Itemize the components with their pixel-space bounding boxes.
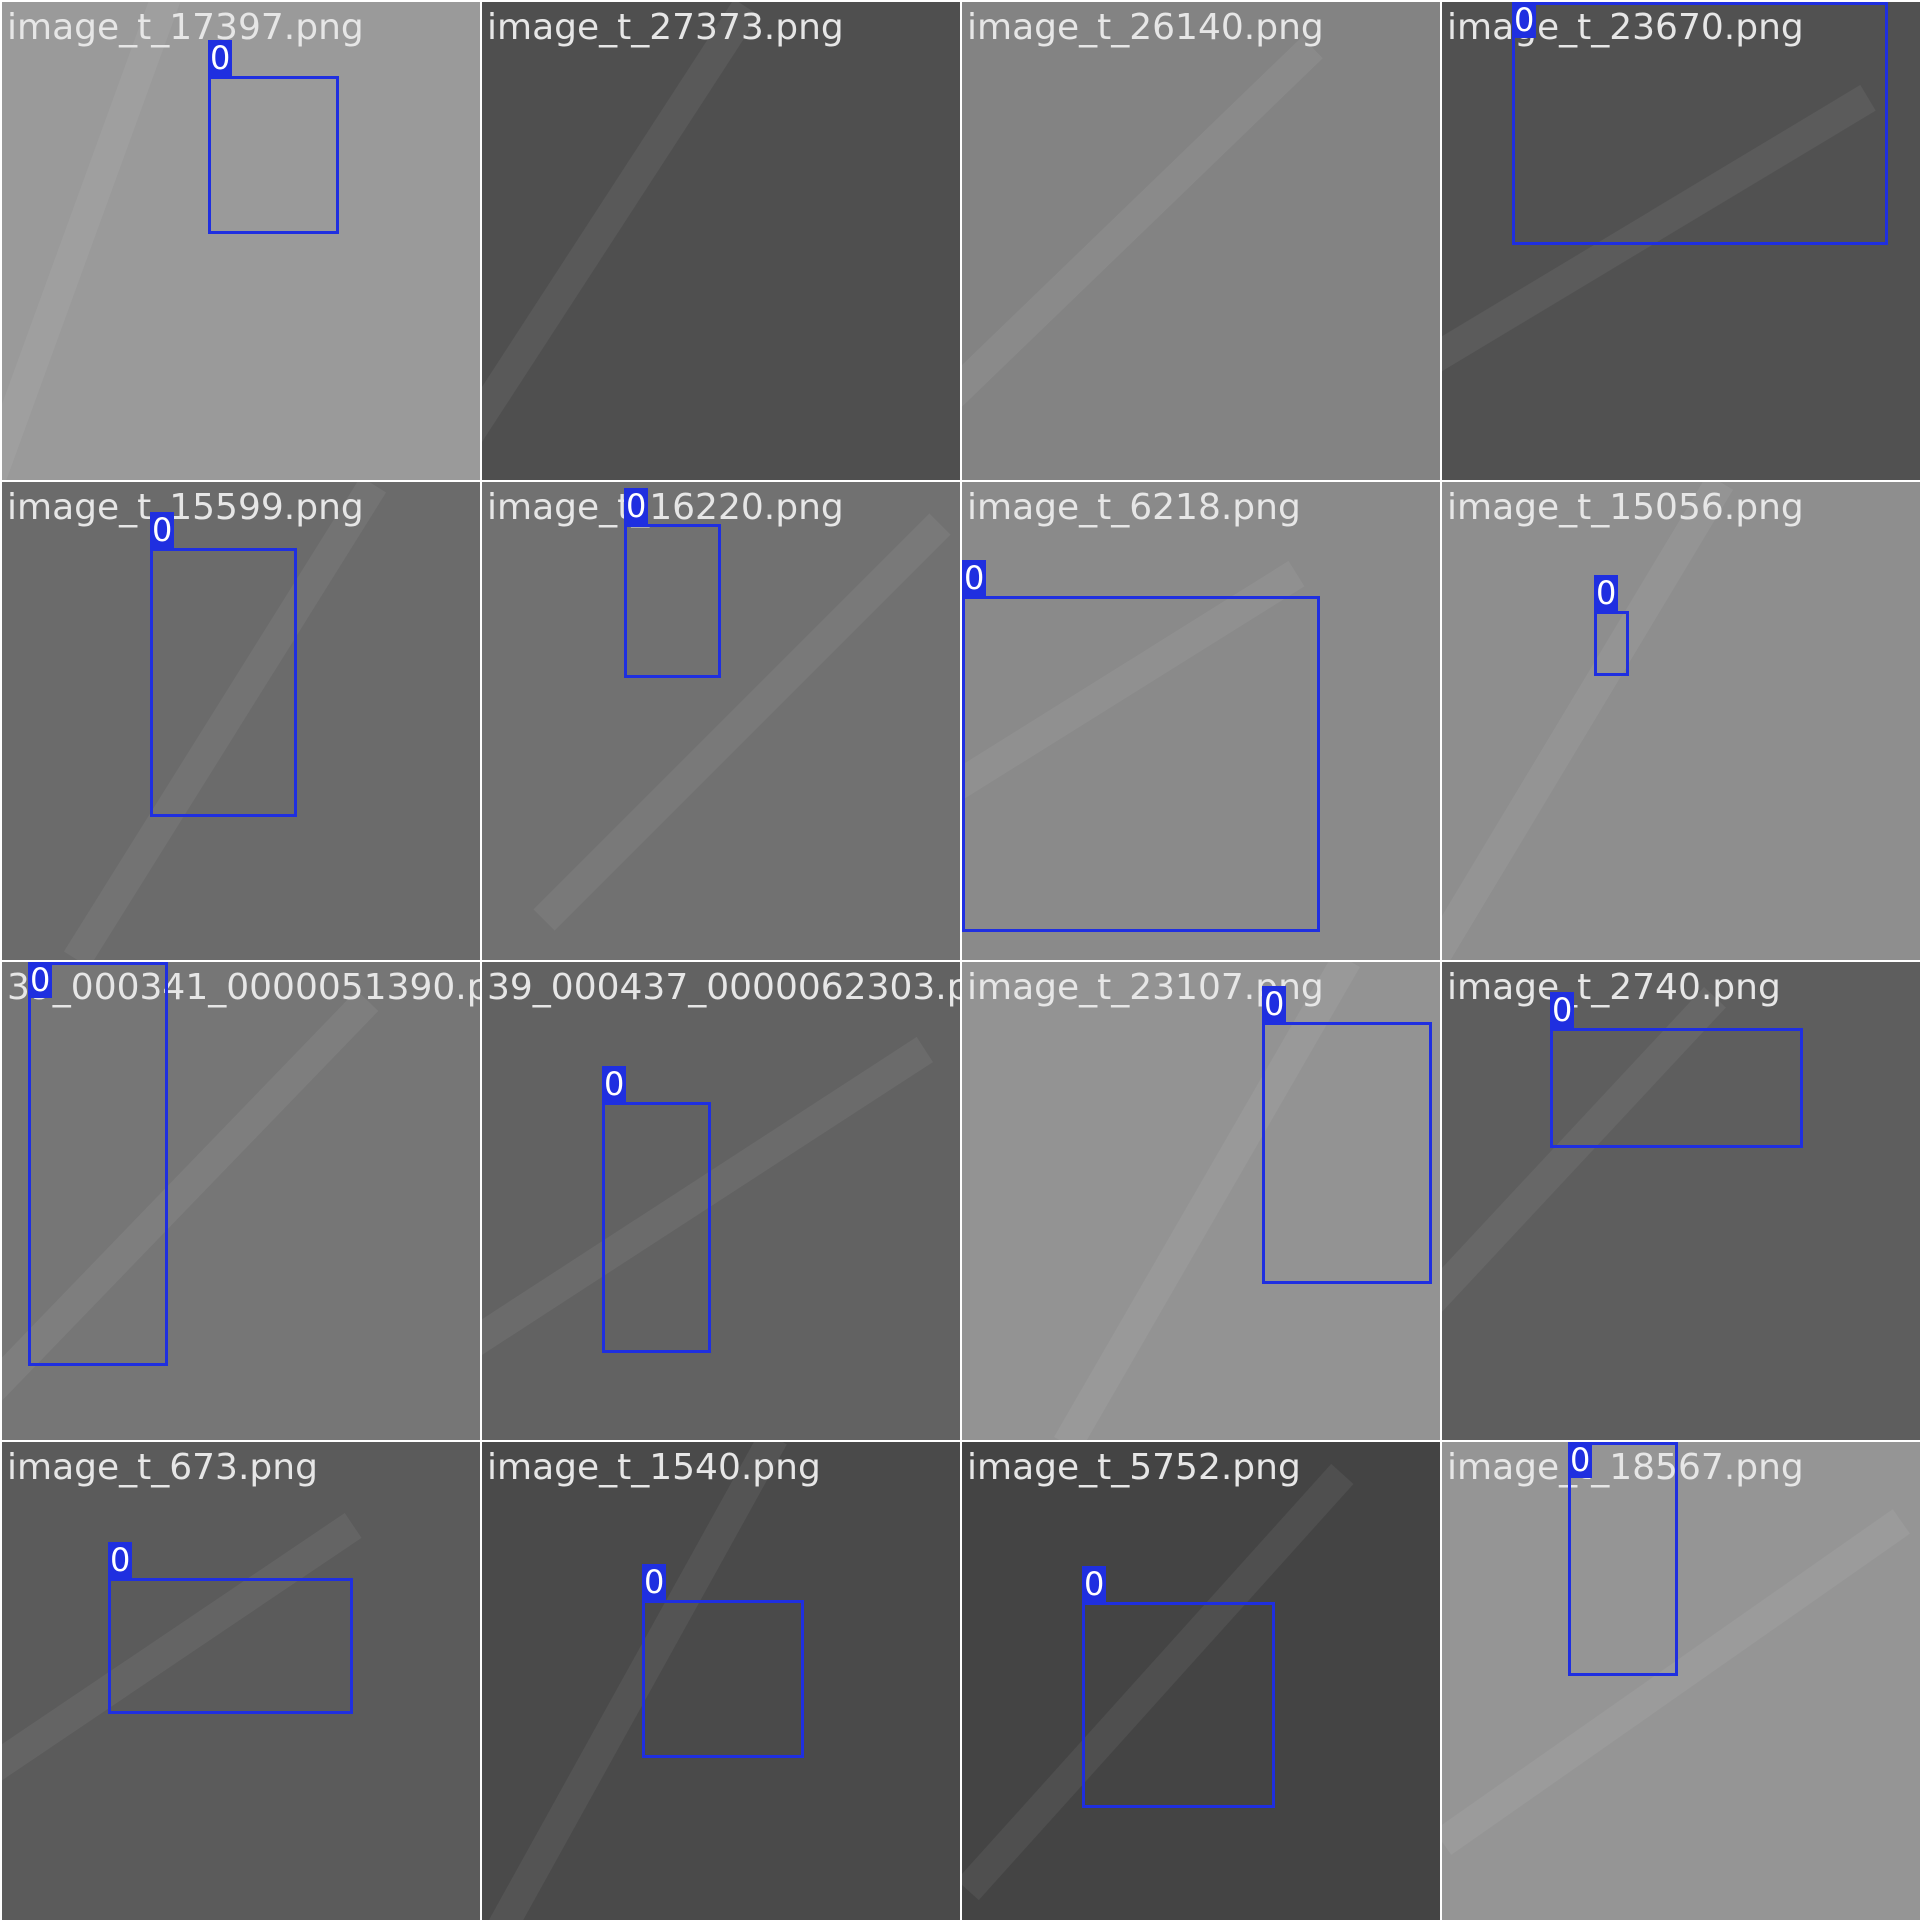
bounding-box <box>962 596 1320 932</box>
class-label-tag: 0 <box>1512 2 1537 39</box>
image-filename: image_t_18567.png <box>1447 1447 1804 1488</box>
bounding-box <box>642 1600 804 1758</box>
image-filename: 39_000341_0000051390.png <box>7 967 480 1008</box>
image-filename: image_t_673.png <box>7 1447 318 1488</box>
bounding-box <box>1512 2 1888 245</box>
class-label-tag: 0 <box>1082 1565 1107 1603</box>
image-tile: 39_000437_0000062303.png 0 <box>482 962 960 1440</box>
background-texture <box>1442 482 1734 960</box>
bounding-box <box>1568 1442 1678 1676</box>
background-texture <box>962 36 1323 448</box>
image-filename: image_t_5752.png <box>967 1447 1301 1488</box>
image-tile: image_t_2740.png 0 <box>1442 962 1920 1440</box>
bounding-box <box>208 76 339 234</box>
bounding-box <box>28 962 168 1366</box>
background-texture <box>533 513 951 931</box>
image-filename: image_t_26140.png <box>967 7 1324 48</box>
image-filename: image_t_2740.png <box>1447 967 1781 1008</box>
image-tile: image_t_673.png 0 <box>2 1442 480 1920</box>
image-tile: image_t_17397.png 0 <box>2 2 480 480</box>
image-tile: image_t_27373.png <box>482 2 960 480</box>
class-label-tag: 0 <box>1262 985 1287 1023</box>
image-tile: image_t_15056.png 0 <box>1442 482 1920 960</box>
image-filename: image_t_27373.png <box>487 7 844 48</box>
image-filename: image_t_17397.png <box>7 7 364 48</box>
image-tile: image_t_23107.png 0 <box>962 962 1440 1440</box>
image-tile: image_t_1540.png 0 <box>482 1442 960 1920</box>
bounding-box <box>108 1578 353 1714</box>
bounding-box <box>1550 1028 1803 1148</box>
class-label-tag: 0 <box>1594 574 1619 612</box>
image-filename: image_t_1540.png <box>487 1447 821 1488</box>
class-label-tag: 0 <box>642 1563 667 1601</box>
bounding-box <box>602 1102 711 1353</box>
image-filename: image_t_15599.png <box>7 487 364 528</box>
image-tile: image_t_26140.png <box>962 2 1440 480</box>
image-filename: 39_000437_0000062303.png <box>487 967 960 1008</box>
class-label-tag: 0 <box>1550 991 1575 1029</box>
class-label-tag: 0 <box>1568 1442 1593 1479</box>
class-label-tag: 0 <box>208 39 233 77</box>
image-filename: image_t_6218.png <box>967 487 1301 528</box>
image-tile: image_t_18567.png 0 <box>1442 1442 1920 1920</box>
image-tile: image_t_23670.png 0 <box>1442 2 1920 480</box>
bounding-box <box>1594 611 1629 676</box>
class-label-tag: 0 <box>108 1541 133 1579</box>
image-filename: image_t_15056.png <box>1447 487 1804 528</box>
image-tile: image_t_15599.png 0 <box>2 482 480 960</box>
bounding-box <box>1082 1602 1275 1808</box>
bounding-box <box>624 524 721 678</box>
background-texture <box>2 2 187 480</box>
bounding-box <box>1262 1022 1432 1284</box>
class-label-tag: 0 <box>624 487 649 525</box>
image-tile: image_t_6218.png 0 <box>962 482 1440 960</box>
class-label-tag: 0 <box>150 511 175 549</box>
image-filename: image_t_23670.png <box>1447 7 1804 48</box>
image-filename: image_t_16220.png <box>487 487 844 528</box>
background-texture <box>482 2 760 480</box>
class-label-tag: 0 <box>28 962 53 999</box>
image-tile: image_t_5752.png 0 <box>962 1442 1440 1920</box>
bounding-box <box>150 548 297 817</box>
image-tile: image_t_16220.png 0 <box>482 482 960 960</box>
class-label-tag: 0 <box>602 1065 627 1103</box>
class-label-tag: 0 <box>962 559 987 597</box>
